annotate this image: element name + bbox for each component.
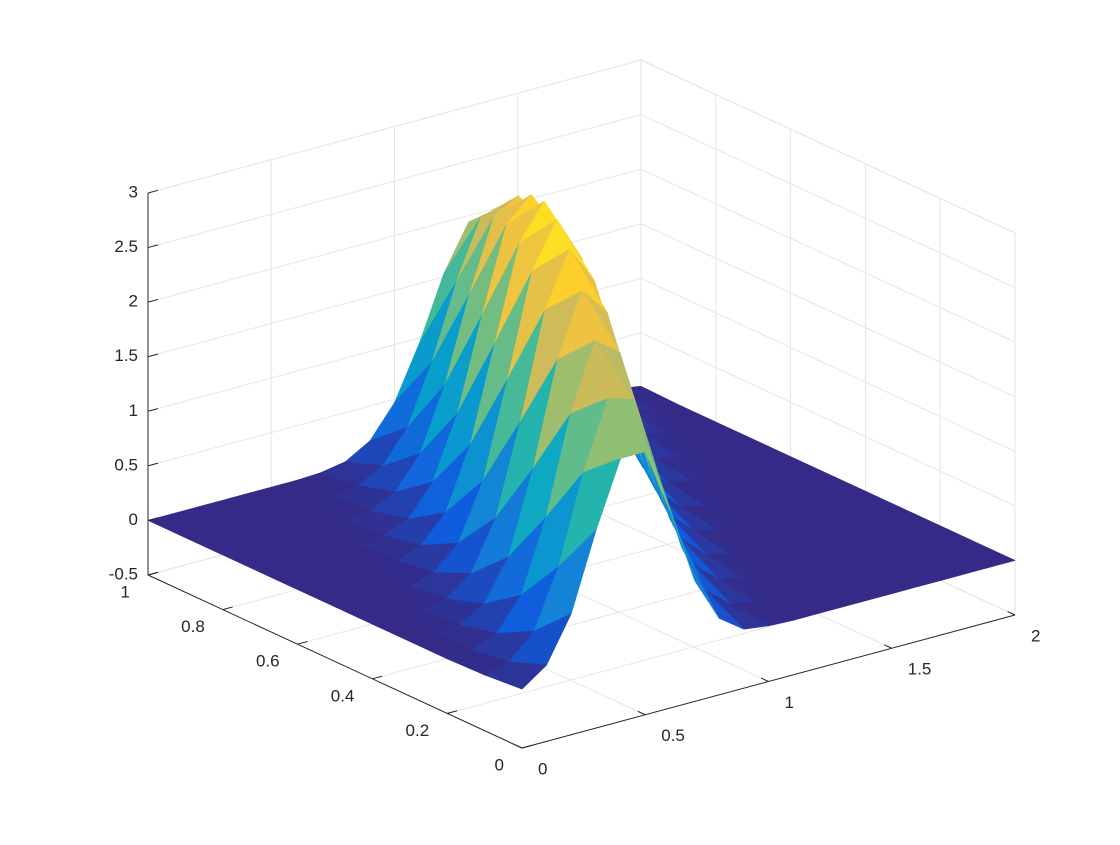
- z-tick: [147, 462, 159, 467]
- y-tick-label: 0.6: [256, 652, 280, 671]
- y-tick: [222, 606, 233, 611]
- x-tick-label: 2: [1031, 626, 1040, 645]
- grid-line: [640, 168, 1016, 343]
- z-tick-label: 2.5: [114, 237, 138, 256]
- x-tick-label: 0: [538, 759, 547, 778]
- y-tick-label: 0.8: [181, 617, 205, 636]
- z-tick-label: -0.5: [109, 564, 138, 583]
- z-tick-label: 0: [129, 510, 138, 529]
- z-tick: [147, 244, 159, 249]
- z-tick-label: 2: [129, 292, 138, 311]
- grid-line: [640, 223, 1016, 398]
- surface-patch: [484, 661, 547, 690]
- z-tick: [147, 353, 159, 358]
- grid-line: [640, 332, 1016, 507]
- z-tick-label: 1: [129, 401, 138, 420]
- x-tick: [760, 677, 769, 682]
- x-tick: [1007, 611, 1016, 616]
- z-tick: [147, 298, 159, 303]
- y-tick-label: 0.4: [331, 686, 355, 705]
- y-tick-label: 1: [121, 582, 130, 601]
- z-tick: [147, 189, 159, 194]
- z-tick-label: 1.5: [114, 346, 138, 365]
- z-tick: [147, 571, 159, 576]
- z-tick-label: 3: [129, 182, 138, 201]
- z-tick-label: 0.5: [114, 455, 138, 474]
- y-tick: [297, 641, 308, 645]
- x-tick: [884, 644, 892, 649]
- surface: [147, 194, 1016, 690]
- grid-line: [147, 114, 642, 249]
- y-tick-label: 0: [495, 755, 504, 774]
- x-tick-label: 1.5: [908, 660, 932, 679]
- z-tick: [147, 408, 159, 412]
- y-tick: [372, 675, 383, 680]
- grid-line: [147, 59, 642, 194]
- grid-line: [640, 59, 1016, 234]
- grid-line: [640, 277, 1016, 452]
- grid-line: [147, 168, 642, 303]
- grid-line: [640, 114, 1016, 289]
- y-tick: [447, 710, 458, 714]
- y-tick-label: 0.2: [406, 721, 430, 740]
- x-tick: [514, 744, 523, 749]
- x-tick-label: 1: [785, 693, 794, 712]
- y-axis-line: [147, 574, 523, 749]
- y-tick: [521, 744, 532, 749]
- x-tick-label: 0.5: [661, 726, 685, 745]
- z-tick: [147, 517, 159, 521]
- x-tick: [637, 710, 646, 716]
